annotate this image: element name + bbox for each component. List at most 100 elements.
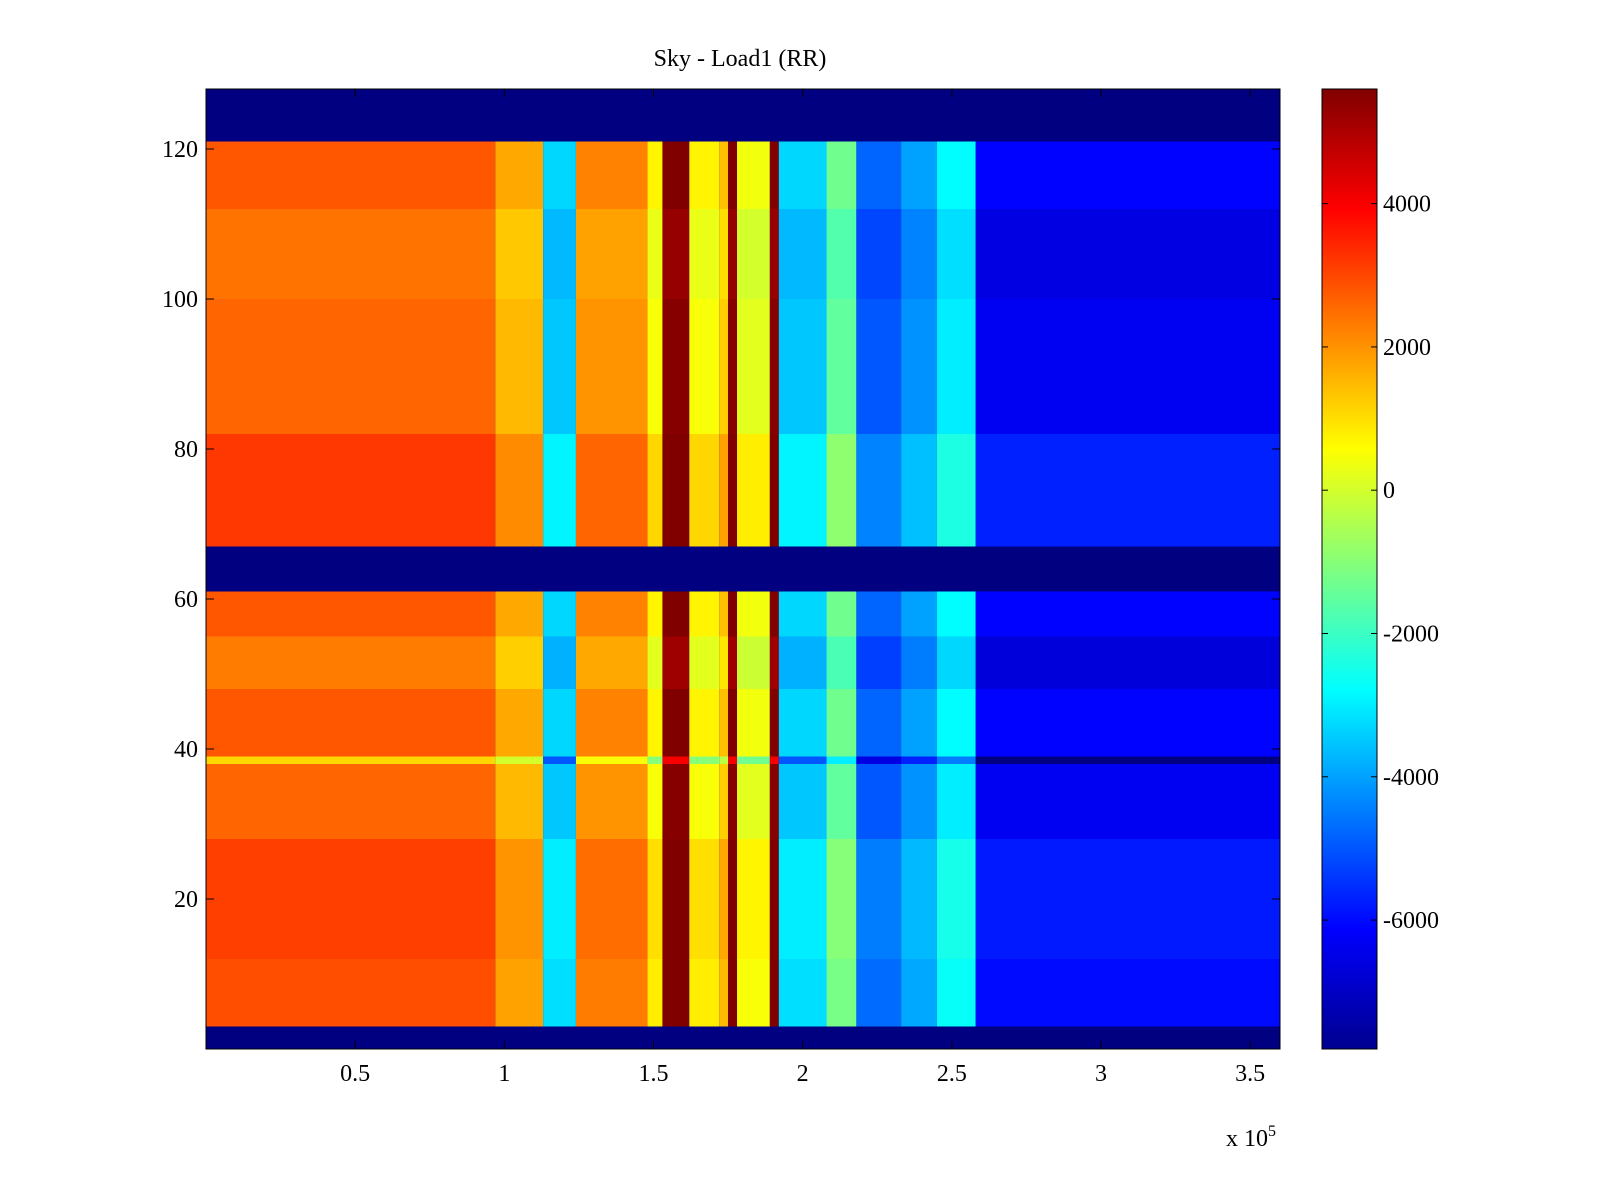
heatmap-cell	[575, 959, 648, 1027]
heatmap-cell	[737, 141, 770, 209]
x-tick-label: 2	[797, 1061, 809, 1087]
heatmap-cell	[662, 141, 690, 209]
y-tick-label: 60	[174, 587, 198, 613]
heatmap-cell	[737, 591, 770, 637]
heatmap-cell	[936, 299, 976, 434]
heatmap-cell	[826, 299, 857, 434]
heatmap-cell	[778, 689, 827, 757]
heatmap-cell	[206, 299, 496, 434]
heatmap-cell	[543, 636, 576, 689]
heatmap-cell	[575, 689, 648, 757]
heatmap-cell	[689, 839, 720, 959]
heatmap-cell	[575, 591, 648, 637]
flagged-row	[206, 546, 1280, 592]
heatmap-cell	[495, 764, 544, 839]
heatmap-cell	[936, 209, 976, 299]
heatmap-cell	[647, 756, 663, 764]
colorbar-tick-label: -6000	[1383, 908, 1439, 934]
heatmap-cell	[826, 209, 857, 299]
heatmap-cell	[856, 591, 902, 637]
colorbar-gradient	[1321, 88, 1378, 1050]
heatmap-cell	[662, 209, 690, 299]
x-multiplier-label: x 105	[1226, 1123, 1276, 1152]
heatmap-cell	[769, 636, 779, 689]
heatmap-cell	[778, 756, 827, 764]
heatmap-cell	[543, 591, 576, 637]
heatmap-cell	[975, 764, 1280, 839]
heatmap-cell	[975, 141, 1280, 209]
colorbar-tick-label: 2000	[1383, 335, 1431, 361]
heatmap-cell	[206, 756, 496, 764]
heatmap-cell	[575, 756, 648, 764]
heatmap-cell	[737, 959, 770, 1027]
heatmap-cell	[936, 839, 976, 959]
heatmap-cell	[662, 434, 690, 547]
heatmap-cell	[719, 434, 729, 547]
heatmap-cell	[495, 756, 544, 764]
heatmap-cell	[206, 959, 496, 1027]
heatmap-cell	[495, 839, 544, 959]
heatmap-cell	[689, 141, 720, 209]
heatmap-cell	[737, 839, 770, 959]
heatmap-cell	[662, 959, 690, 1027]
heatmap-cell	[737, 299, 770, 434]
heatmap-cell	[719, 209, 729, 299]
heatmap-cell	[769, 839, 779, 959]
heatmap-cell	[826, 636, 857, 689]
heatmap-cell	[975, 959, 1280, 1027]
heatmap-cell	[728, 299, 738, 434]
heatmap-cell	[826, 141, 857, 209]
heatmap-cell	[689, 689, 720, 757]
heatmap-cell	[778, 764, 827, 839]
heatmap-cell	[575, 839, 648, 959]
heatmap-cell	[728, 591, 738, 637]
heatmap-cell	[769, 141, 779, 209]
heatmap-cell	[901, 591, 937, 637]
heatmap-cell	[856, 959, 902, 1027]
heatmap-cell	[975, 591, 1280, 637]
heatmap-cell	[206, 636, 496, 689]
heatmap-cell	[769, 764, 779, 839]
heatmap-cell	[769, 299, 779, 434]
heatmap-cell	[856, 141, 902, 209]
heatmap-cell	[901, 959, 937, 1027]
colorbar-tick-label: -2000	[1383, 621, 1439, 647]
heatmap-cell	[647, 141, 663, 209]
heatmap-cell	[543, 764, 576, 839]
heatmap-cell	[737, 689, 770, 757]
colorbar-tick-label: 0	[1383, 478, 1395, 504]
flagged-row	[206, 1026, 1280, 1049]
heatmap-cell	[769, 434, 779, 547]
colorbar-tick-label: -4000	[1383, 765, 1439, 791]
heatmap-cell	[856, 756, 902, 764]
heatmap-cell	[662, 591, 690, 637]
heatmap-cell	[728, 141, 738, 209]
heatmap-cell	[647, 591, 663, 637]
heatmap-cell	[206, 764, 496, 839]
heatmap-cell	[936, 636, 976, 689]
heatmap-cell	[647, 959, 663, 1027]
heatmap-cell	[543, 434, 576, 547]
heatmap-cell	[689, 756, 720, 764]
heatmap-cell	[728, 959, 738, 1027]
heatmap-cell	[778, 959, 827, 1027]
heatmap-cell	[975, 636, 1280, 689]
heatmap-cell	[778, 141, 827, 209]
heatmap-cell	[495, 434, 544, 547]
heatmap-cell	[543, 959, 576, 1027]
heatmap-cell	[826, 756, 857, 764]
heatmap-cell	[495, 636, 544, 689]
heatmap-cell	[769, 756, 779, 764]
flagged-row	[206, 89, 1280, 142]
heatmap-cell	[662, 689, 690, 757]
heatmap-cell	[901, 636, 937, 689]
heatmap-cell	[543, 689, 576, 757]
heatmap-cell	[206, 591, 496, 637]
heatmap-cell	[856, 434, 902, 547]
heatmap-cell	[856, 689, 902, 757]
y-tick-label: 40	[174, 737, 198, 763]
heatmap-cell	[936, 591, 976, 637]
heatmap-cell	[769, 591, 779, 637]
heatmap-cell	[826, 689, 857, 757]
heatmap-cell	[495, 299, 544, 434]
